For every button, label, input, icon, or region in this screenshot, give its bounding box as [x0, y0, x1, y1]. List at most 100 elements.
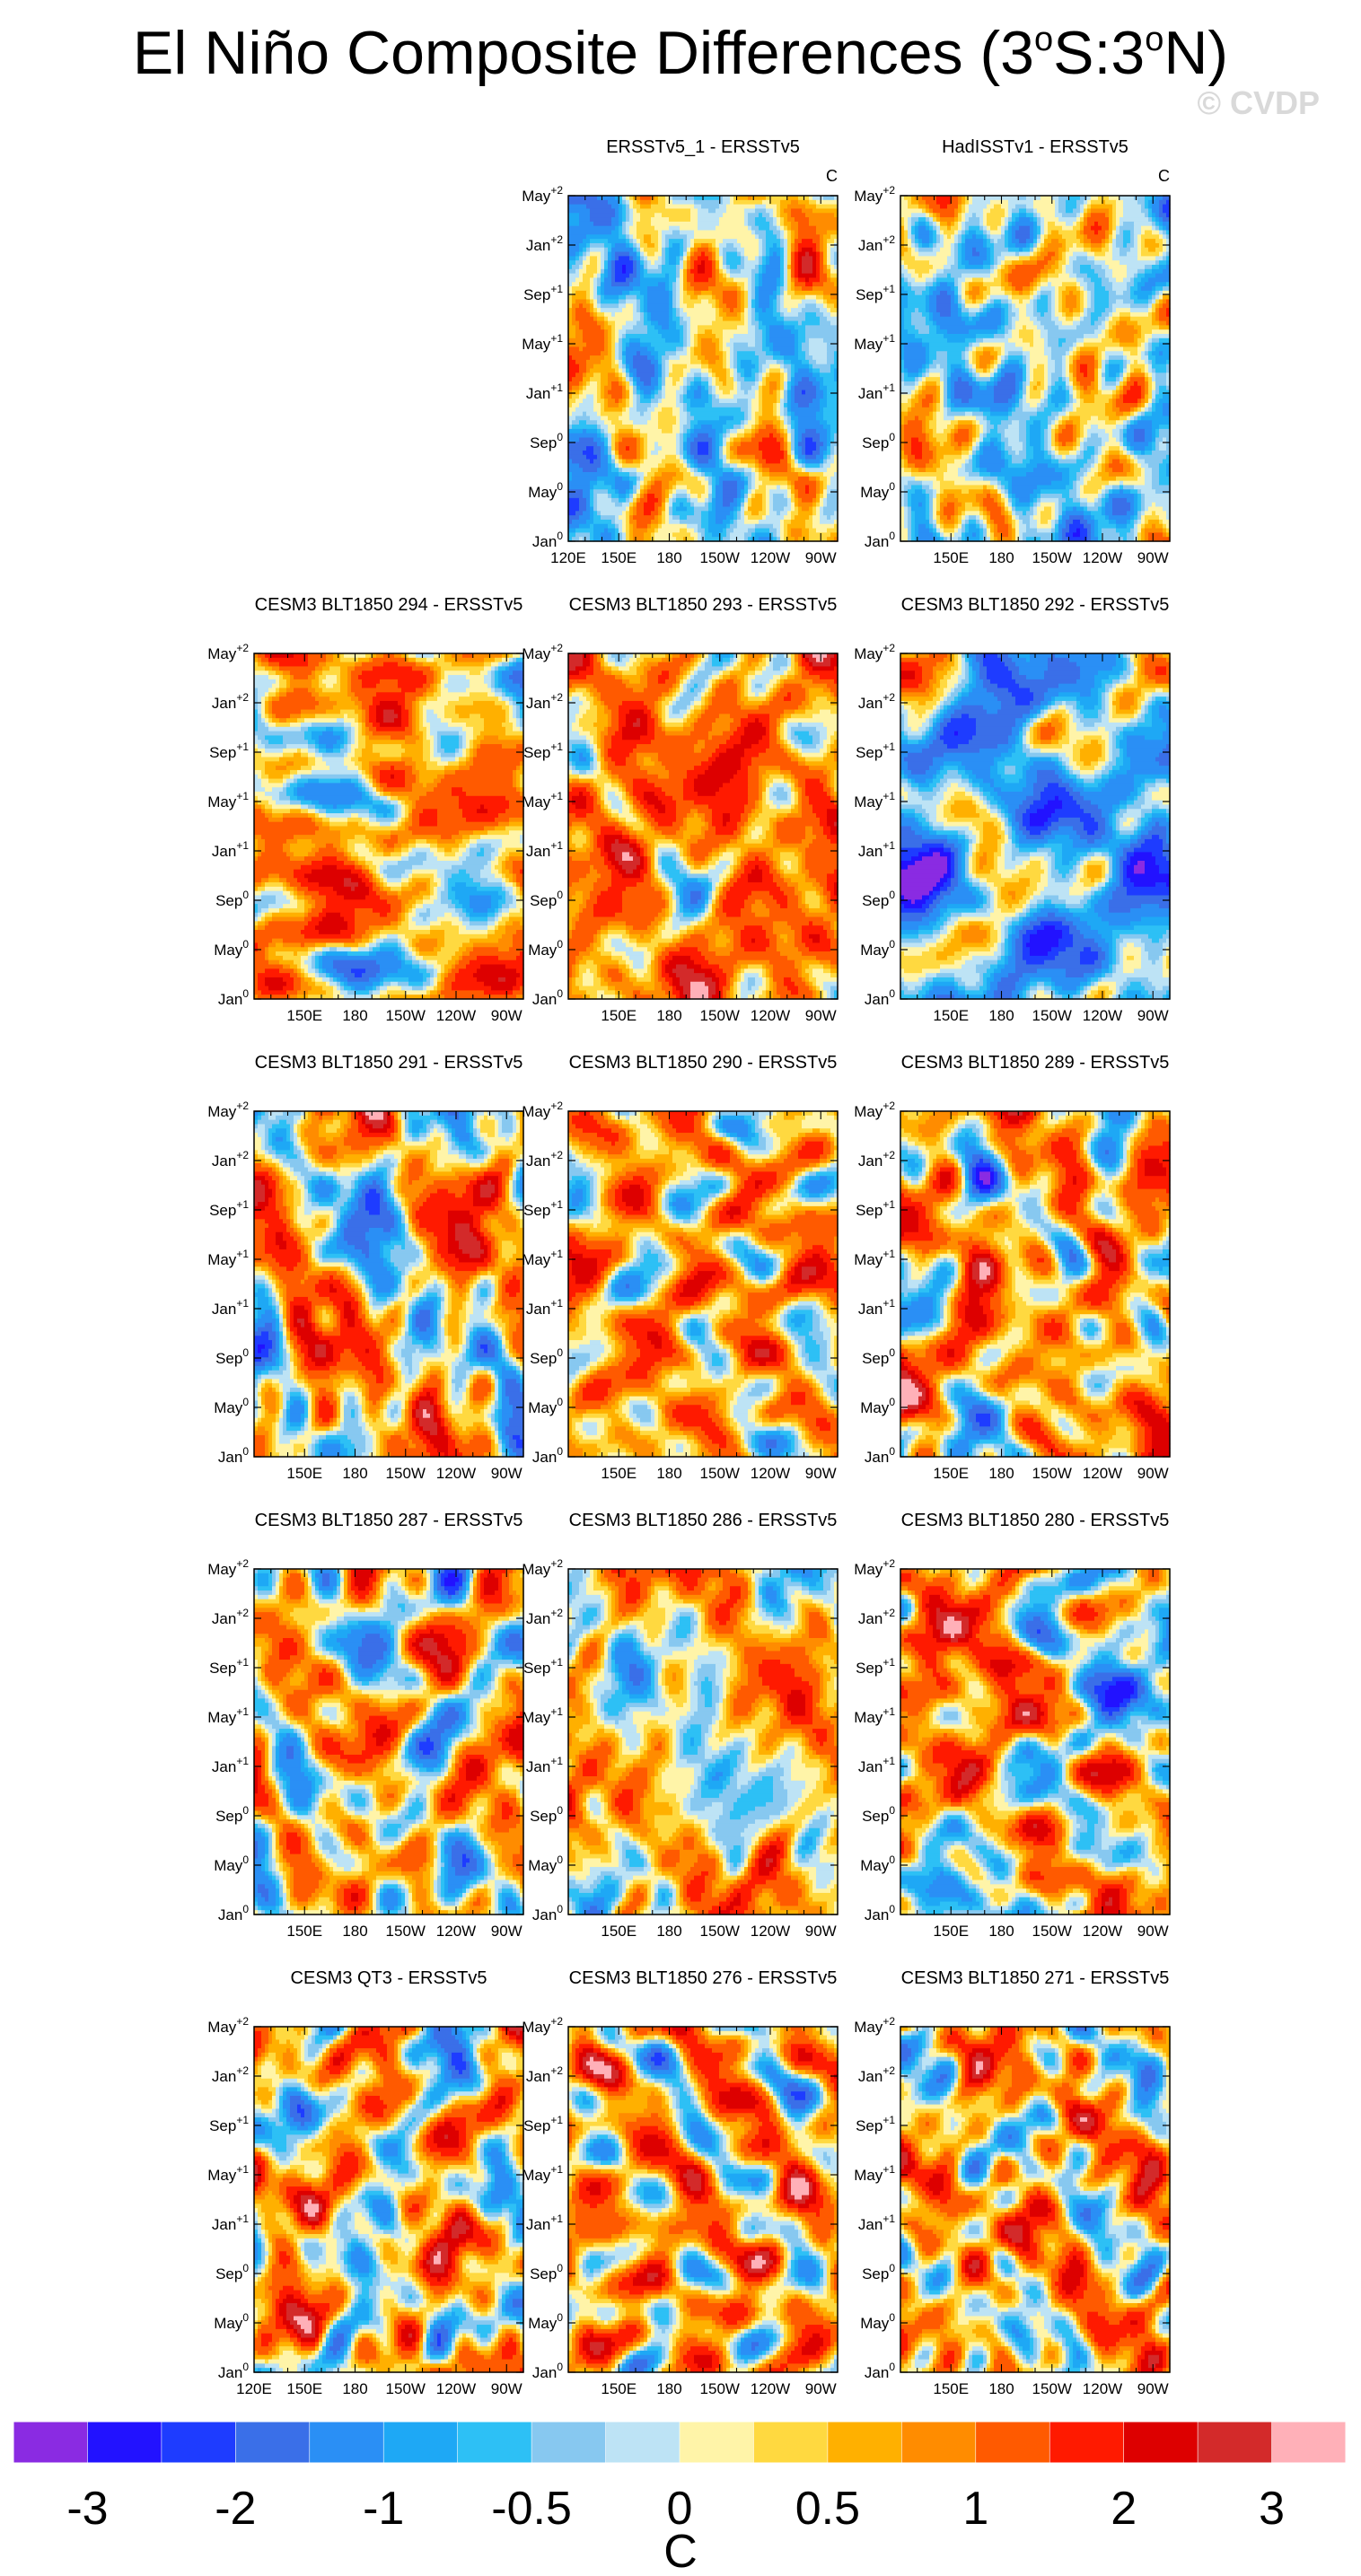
heatmap-cell: [755, 217, 767, 222]
heatmap-cell: [579, 222, 594, 226]
heatmap-cell: [611, 217, 619, 222]
heatmap-cell: [680, 265, 684, 269]
heatmap-cell: [766, 243, 774, 248]
heatmap-cell: [637, 260, 641, 265]
heatmap-cell: [805, 277, 810, 282]
heatmap-cell: [629, 200, 634, 205]
heatmap-cell: [622, 205, 627, 209]
heatmap-cell: [712, 252, 716, 257]
heatmap-cell: [676, 277, 680, 282]
heatmap-cell: [716, 208, 727, 213]
heatmap-cell: [622, 217, 627, 222]
heatmap-cell: [791, 239, 795, 243]
watermark: © CVDP: [1197, 84, 1320, 121]
heatmap-cell: [568, 234, 587, 239]
heatmap-cell: [575, 260, 584, 265]
heatmap-cell: [784, 226, 788, 231]
heatmap-cell: [568, 205, 587, 209]
heatmap-cell: [716, 260, 720, 265]
heatmap-cell: [572, 265, 580, 269]
heatmap-cell: [787, 231, 792, 235]
heatmap-cell: [723, 200, 731, 205]
heatmap-cell: [568, 213, 580, 217]
heatmap-cell: [672, 231, 680, 235]
heatmap-cell: [665, 196, 670, 200]
heatmap-cell: [744, 256, 749, 260]
heatmap-cell: [766, 269, 781, 274]
heatmap-cell: [640, 269, 645, 274]
heatmap-cell: [665, 205, 695, 209]
heatmap-cell: [637, 243, 641, 248]
heatmap-cell: [604, 274, 609, 278]
heatmap-cell: [751, 286, 756, 291]
heatmap-cell: [626, 217, 630, 222]
heatmap-cell: [730, 265, 738, 269]
heatmap-cell: [662, 231, 673, 235]
heatmap-cell: [597, 260, 601, 265]
heatmap-cell: [633, 277, 641, 282]
heatmap-cell: [780, 248, 785, 252]
heatmap-cell: [629, 239, 634, 243]
heatmap-cell: [759, 274, 763, 278]
heatmap-cell: [590, 248, 605, 252]
heatmap-cell: [662, 239, 666, 243]
heatmap-cell: [791, 248, 795, 252]
heatmap-cell: [773, 217, 777, 222]
heatmap-cell: [733, 200, 763, 205]
heatmap-cell: [680, 269, 684, 274]
heatmap-cell: [683, 295, 691, 300]
heatmap-cell: [640, 291, 648, 295]
heatmap-cell: [784, 277, 788, 282]
heatmap-cell: [795, 231, 799, 235]
heatmap-cell: [633, 256, 637, 260]
heatmap-cell: [780, 239, 785, 243]
heatmap-cell: [719, 217, 745, 222]
heatmap-cell: [759, 234, 767, 239]
heatmap-cell: [683, 274, 688, 278]
heatmap-cell: [812, 196, 824, 200]
heatmap-cell: [791, 286, 795, 291]
heatmap-cell: [622, 200, 627, 205]
heatmap-cell: [809, 252, 817, 257]
heatmap-cell: [726, 274, 731, 278]
heatmap-cell: [662, 269, 677, 274]
heatmap-cell: [694, 196, 720, 200]
heatmap-cell: [823, 282, 835, 286]
heatmap-cell: [597, 265, 601, 269]
heatmap-cell: [619, 217, 623, 222]
heatmap-cell: [755, 277, 760, 282]
heatmap-cell: [590, 282, 594, 286]
heatmap-cell: [615, 265, 623, 269]
heatmap-cell: [712, 295, 716, 300]
heatmap-cell: [690, 243, 695, 248]
heatmap-cell: [823, 269, 828, 274]
heatmap-cell: [784, 265, 788, 269]
heatmap-cell: [737, 282, 745, 286]
heatmap-cell: [784, 256, 788, 260]
heatmap-cell: [590, 252, 601, 257]
heatmap-cell: [637, 226, 655, 231]
heatmap-cell: [629, 291, 641, 295]
heatmap-cell: [791, 222, 799, 226]
heatmap-cell: [637, 196, 641, 200]
heatmap-cell: [698, 226, 716, 231]
heatmap-cell: [626, 265, 634, 269]
heatmap-cell: [812, 239, 821, 243]
heatmap-cell: [733, 277, 749, 282]
heatmap-cell: [791, 260, 795, 265]
heatmap-cell: [615, 277, 627, 282]
heatmap-cell: [680, 243, 684, 248]
heatmap-cell: [665, 239, 670, 243]
heatmap-cell: [669, 217, 691, 222]
heatmap-cell: [726, 269, 731, 274]
heatmap-cell: [640, 196, 652, 200]
heatmap-cell: [766, 196, 788, 200]
heatmap-cell: [637, 239, 641, 243]
heatmap-cell: [744, 217, 749, 222]
heatmap-cell: [633, 222, 637, 226]
heatmap-cell: [795, 217, 810, 222]
heatmap-cell: [658, 248, 663, 252]
heatmap-cell: [780, 291, 785, 295]
heatmap-cell: [690, 213, 698, 217]
heatmap-cell: [748, 226, 752, 231]
